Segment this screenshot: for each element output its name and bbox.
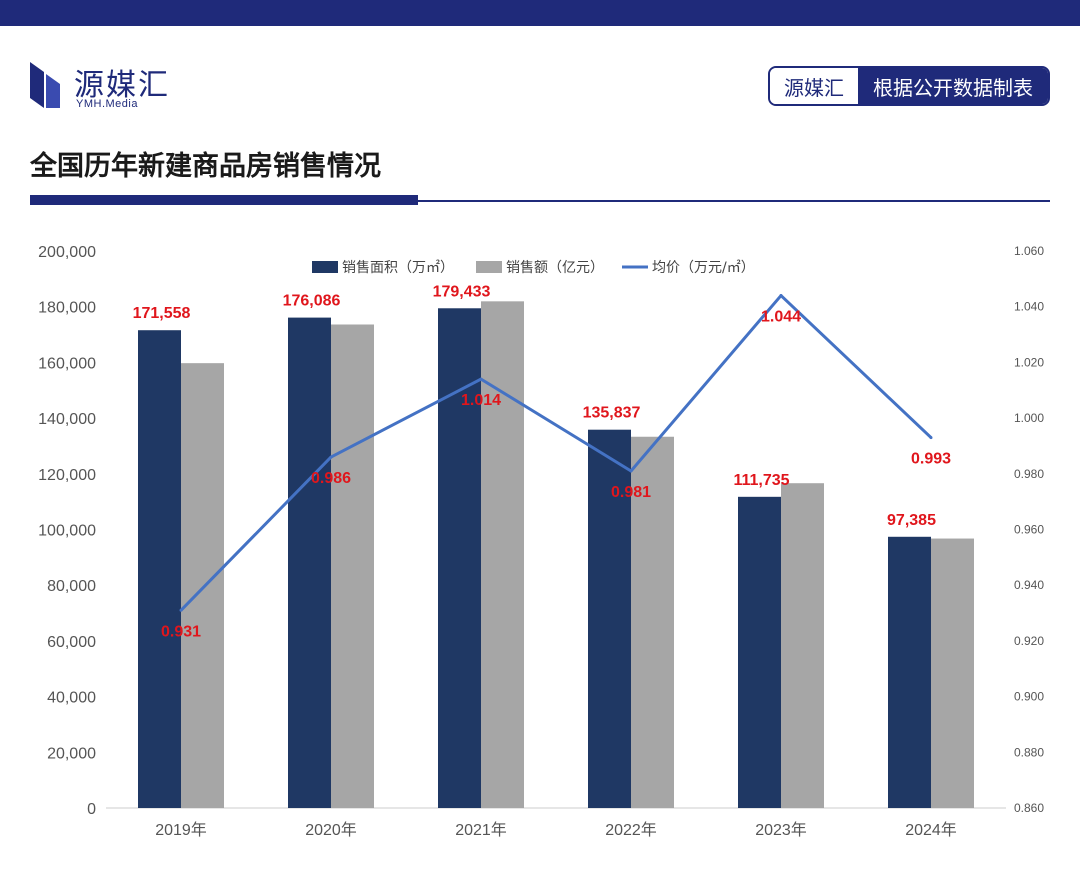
y-right-tick-label: 0.960	[1014, 523, 1044, 537]
bar-sales-amount	[331, 324, 374, 808]
y-right-tick-label: 0.900	[1014, 690, 1044, 704]
title-underline-thin	[418, 200, 1050, 202]
bar-sales-amount	[631, 436, 674, 808]
point-average-price	[329, 455, 333, 459]
point-average-price	[629, 469, 633, 473]
y-right-tick-label: 1.060	[1014, 244, 1044, 258]
line-average-price	[179, 294, 933, 612]
y-right-tick-label: 0.980	[1014, 467, 1044, 481]
legend-swatch	[476, 261, 502, 273]
y-right-tick-label: 0.880	[1014, 745, 1044, 759]
legend-item-label: 销售面积（万㎡）	[342, 260, 454, 276]
y-right-tick-label: 1.040	[1014, 300, 1044, 314]
y-left-tick-label: 200,000	[38, 244, 96, 261]
data-label-average-price: 1.044	[761, 309, 801, 326]
bar-sales-amount	[181, 363, 224, 808]
bar-sales-area	[138, 330, 181, 808]
point-average-price	[179, 608, 183, 612]
legend-item-label: 均价（万元/㎡）	[652, 260, 755, 276]
y-right-tick-label: 0.920	[1014, 634, 1044, 648]
y-left-tick-label: 20,000	[47, 745, 96, 762]
x-tick-label: 2024年	[905, 821, 957, 839]
logo-subtext: YMH.Media	[76, 98, 138, 110]
data-label-average-price: 0.993	[911, 451, 951, 468]
data-label-sales-area: 111,735	[733, 472, 789, 489]
bar-sales-amount	[781, 483, 824, 808]
page-title: 全国历年新建商品房销售情况	[30, 151, 381, 182]
x-tick-label: 2022年	[605, 821, 657, 839]
y-right-tick-label: 1.000	[1014, 411, 1044, 425]
bar-sales-amount	[481, 301, 524, 808]
data-label-sales-area: 171,558	[133, 305, 191, 322]
brand-logo: 源媒汇 YMH.Media	[30, 58, 190, 110]
x-tick-label: 2021年	[455, 821, 507, 839]
y-left-tick-label: 160,000	[38, 355, 96, 372]
x-tick-label: 2020年	[305, 821, 357, 839]
point-average-price	[479, 377, 483, 381]
y-left-tick-label: 140,000	[38, 411, 96, 428]
data-label-sales-area: 179,433	[433, 283, 491, 300]
bar-sales-amount	[931, 538, 974, 808]
data-label-sales-area: 97,385	[887, 512, 936, 529]
bar-sales-area	[888, 536, 931, 808]
source-badge-note: 根据公开数据制表	[858, 68, 1048, 104]
x-tick-label: 2019年	[155, 821, 207, 839]
logo-text: 源媒汇	[74, 68, 170, 103]
y-left-tick-label: 180,000	[38, 300, 96, 317]
y-right-tick-label: 0.860	[1014, 801, 1044, 815]
legend-item-label: 销售额（亿元）	[506, 260, 604, 276]
bar-sales-area	[288, 317, 331, 808]
top-banner-bar	[0, 0, 1080, 26]
logo-mark-icon	[30, 62, 60, 108]
y-left-tick-label: 0	[87, 801, 96, 818]
y-right-tick-label: 0.940	[1014, 578, 1044, 592]
x-tick-label: 2023年	[755, 821, 807, 839]
title-underline-thick	[30, 195, 418, 205]
data-label-sales-area: 135,837	[583, 405, 641, 422]
data-label-sales-area: 176,086	[283, 293, 341, 310]
point-average-price	[929, 436, 933, 440]
y-left-tick-label: 120,000	[38, 467, 96, 484]
y-right-tick-label: 1.020	[1014, 355, 1044, 369]
data-label-average-price: 0.981	[611, 484, 651, 501]
bar-sales-area	[588, 429, 631, 808]
y-left-tick-label: 60,000	[47, 634, 96, 651]
y-left-tick-label: 40,000	[47, 690, 96, 707]
bar-sales-area	[738, 496, 781, 808]
combo-chart: 0 20,000 40,000 60,000 80,000 100,000 120,000 1…	[38, 244, 1044, 839]
y-left-tick-label: 100,000	[38, 523, 96, 540]
data-label-average-price: 0.986	[311, 470, 351, 487]
source-badge-brand: 源媒汇	[770, 68, 858, 104]
source-badge: 源媒汇 根据公开数据制表	[768, 66, 1050, 106]
y-left-tick-label: 80,000	[47, 578, 96, 595]
point-average-price	[779, 294, 783, 298]
data-label-average-price: 1.014	[461, 392, 501, 409]
legend-swatch	[312, 261, 338, 273]
data-label-average-price: 0.931	[161, 623, 201, 640]
